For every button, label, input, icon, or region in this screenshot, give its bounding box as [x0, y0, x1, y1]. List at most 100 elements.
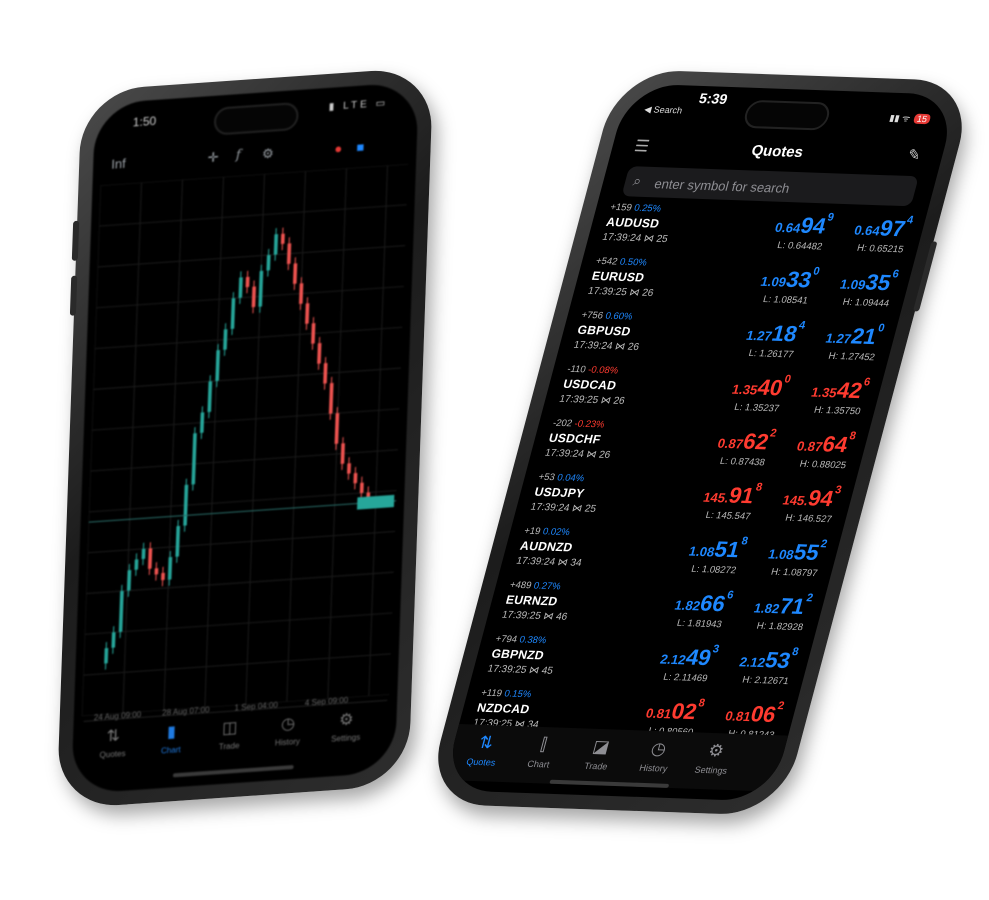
grid-line: [81, 185, 102, 717]
bid-price[interactable]: 0.64949: [773, 212, 835, 240]
tab-label: Settings: [331, 732, 361, 744]
tab-history[interactable]: ◷ History: [624, 738, 689, 774]
quote-time: 17:39:25 ⋈ 45: [486, 663, 555, 677]
circle-toggle-icon[interactable]: ●: [334, 140, 343, 157]
candle-body: [183, 484, 189, 526]
candle-body: [111, 632, 116, 648]
timeframe-icon[interactable]: ■: [356, 139, 365, 155]
crosshair-icon[interactable]: ✛: [207, 149, 219, 165]
ask-price[interactable]: 1.08552: [766, 538, 829, 566]
candle-body: [215, 350, 220, 381]
indicator-f-button[interactable]: f: [235, 147, 241, 164]
candle-body: [299, 283, 304, 304]
search-input[interactable]: [648, 167, 880, 207]
candle-body: [266, 254, 271, 271]
quote-time: 17:39:24 ⋈ 26: [572, 339, 641, 354]
bid-price[interactable]: 1.35400: [729, 373, 792, 402]
tab-quotes[interactable]: ⇅ Quotes: [86, 724, 139, 761]
grid-line: [81, 694, 390, 717]
tab-quotes[interactable]: ⇅ Quotes: [452, 732, 517, 768]
high-price: H: 0.65215: [855, 242, 905, 256]
candle-body: [286, 243, 292, 265]
candle-body: [359, 482, 364, 494]
gear-icon[interactable]: ⚙: [261, 145, 274, 162]
low-price: L: 1.08272: [689, 563, 738, 577]
candle-body: [311, 323, 316, 344]
tab-trade[interactable]: ◪ Trade: [567, 736, 632, 772]
quote-change: +489 0.27%: [509, 580, 562, 593]
change-percent: 0.15%: [502, 688, 533, 701]
quote-change: +119 0.15%: [480, 688, 533, 701]
ask-price[interactable]: 1.35426: [809, 376, 872, 404]
bid-price[interactable]: 1.82666: [672, 589, 735, 618]
candle-body: [292, 263, 298, 284]
candle-body: [317, 343, 322, 364]
candle-body: [258, 270, 264, 307]
quote-change: -110 -0.08%: [566, 364, 620, 377]
tab-label: Quotes: [465, 756, 497, 768]
symbol-label[interactable]: Inf: [111, 155, 127, 172]
grid-line: [89, 490, 397, 513]
bid-price[interactable]: 0.81028: [643, 697, 706, 725]
candle-body: [323, 362, 328, 384]
quote-change: +53 0.04%: [537, 472, 585, 485]
grid-line: [90, 449, 398, 472]
quote-time: 17:39:25 ⋈ 26: [557, 393, 626, 408]
change-points: +542: [594, 255, 619, 268]
candlestick-chart[interactable]: [81, 163, 409, 717]
grid-line: [86, 571, 394, 595]
candle-body: [191, 433, 197, 485]
tab-chart[interactable]: ⫿ Chart: [509, 734, 574, 770]
chart-screen: 1:50 ▮ LTE ▭ Inf ✛ f ⚙ ● ■ 24 Aug 09:00 …: [71, 81, 419, 795]
quote-change: +19 0.02%: [523, 526, 571, 539]
grid-line: [91, 408, 400, 431]
candle-body: [334, 413, 340, 444]
ask-price[interactable]: 0.87648: [794, 430, 857, 458]
tab-settings[interactable]: ⚙ Settings: [682, 740, 747, 776]
candle-body: [134, 559, 139, 570]
ask-price[interactable]: 145.943: [780, 484, 843, 512]
ask-price-pips: 55: [791, 539, 823, 566]
tab-chart[interactable]: ▮ Chart: [145, 720, 198, 757]
bid-price[interactable]: 2.12493: [658, 643, 721, 672]
candle-body: [245, 276, 250, 288]
grid-line: [94, 326, 403, 350]
page-title: Quotes: [749, 142, 806, 162]
bid-price[interactable]: 1.27184: [744, 319, 807, 348]
ask-price[interactable]: 0.81062: [723, 700, 786, 728]
ask-price-pips: 35: [862, 269, 894, 296]
ask-price[interactable]: 1.82712: [751, 592, 814, 620]
quotes-list: +159 0.25% AUDUSD 17:39:24 ⋈ 25 0.64949 0.64…: [459, 201, 927, 754]
candle-body: [230, 298, 236, 329]
tab-settings[interactable]: ⚙ Settings: [319, 708, 372, 745]
back-to-search-link[interactable]: ◀ Search: [643, 104, 684, 116]
candle-body: [126, 570, 132, 591]
change-percent: -0.08%: [586, 364, 620, 377]
tab-trade[interactable]: ◫ Trade: [203, 716, 256, 753]
ask-price-pips: 21: [848, 323, 880, 350]
low-price: L: 1.35237: [732, 401, 781, 415]
change-points: +53: [537, 471, 557, 484]
bid-price[interactable]: 145.918: [701, 481, 764, 510]
ask-price[interactable]: 1.09356: [837, 268, 900, 297]
symbol-name: GBPUSD: [576, 322, 633, 339]
current-price-line: [88, 500, 397, 523]
tab-history[interactable]: ◷ History: [261, 712, 314, 749]
ask-price[interactable]: 2.12538: [737, 646, 800, 674]
bid-price[interactable]: 1.08518: [686, 535, 749, 564]
change-percent: 0.50%: [618, 256, 649, 269]
ask-price[interactable]: 1.27210: [823, 322, 886, 350]
bid-price-pips: 33: [783, 266, 815, 293]
battery-icon: 15: [912, 113, 932, 125]
quote-change: +159 0.25%: [609, 202, 662, 215]
bid-price[interactable]: 1.09330: [758, 265, 821, 294]
candle-body: [340, 443, 345, 464]
ask-price[interactable]: 0.64974: [852, 214, 915, 243]
tab-label: History: [274, 736, 301, 748]
candle-body: [147, 548, 153, 569]
change-percent: 0.04%: [555, 472, 586, 485]
search-bar[interactable]: ⌕: [621, 166, 919, 207]
quote-change: +794 0.38%: [494, 634, 547, 647]
bid-price[interactable]: 0.87622: [715, 427, 778, 456]
current-price-tag: [357, 494, 395, 510]
